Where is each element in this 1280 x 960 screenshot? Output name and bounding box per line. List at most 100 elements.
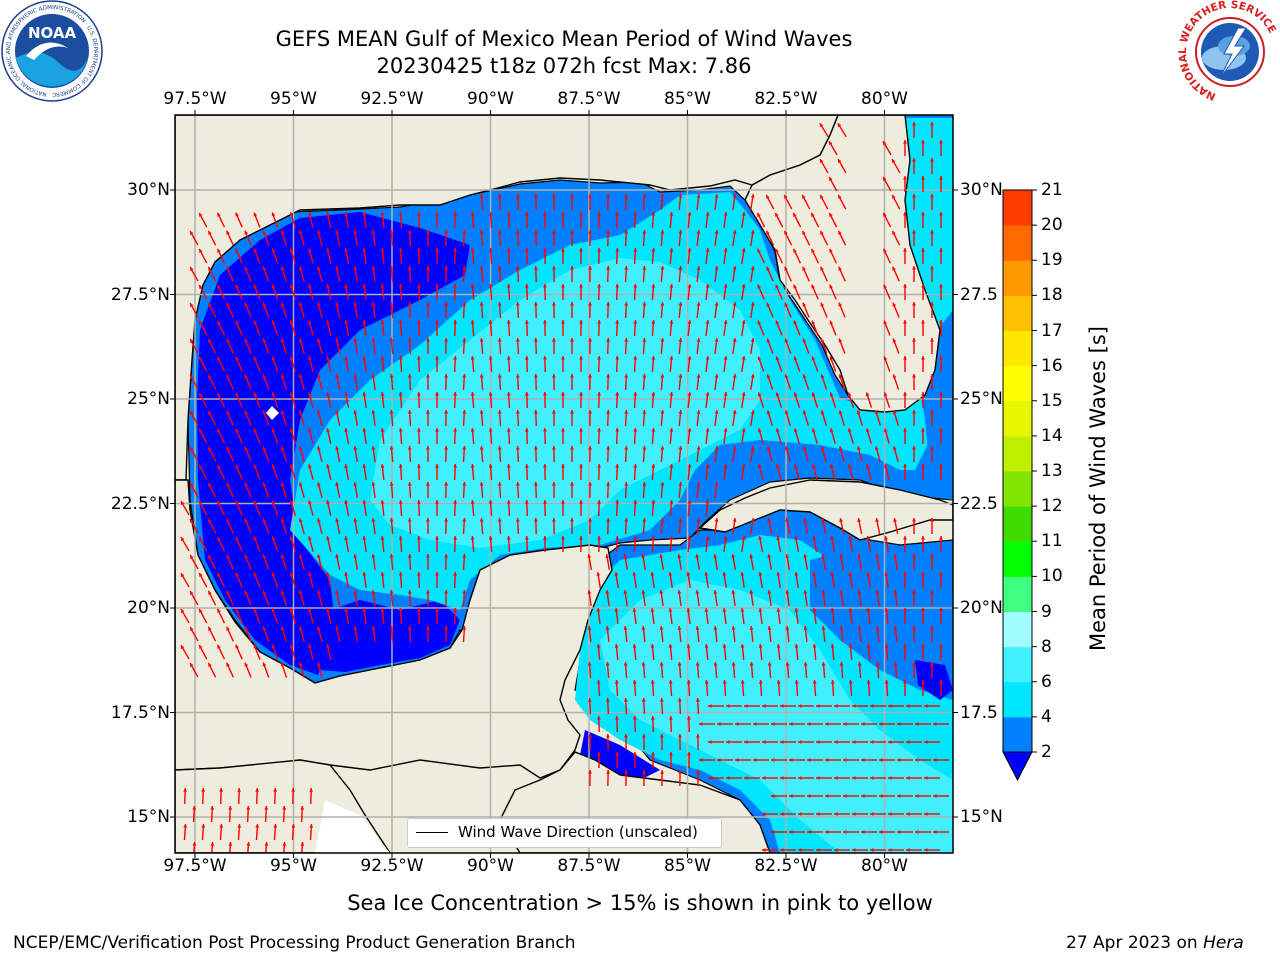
wind-direction-arrow-993 (704, 643, 709, 661)
wind-direction-arrow-148 (651, 247, 656, 265)
wind-direction-arrow-289 (307, 320, 314, 336)
wind-direction-arrow-386 (615, 355, 620, 373)
wind-direction-arrow-950 (335, 626, 341, 642)
wind-direction-arrow-1186 (870, 812, 886, 816)
wind-direction-arrow-1180 (762, 812, 778, 816)
wind-direction-arrow-1116 (615, 752, 619, 768)
colorbar-tick-15: 20 (1041, 215, 1063, 236)
wind-direction-arrow-608 (892, 446, 899, 462)
wind-direction-arrow-509 (624, 409, 629, 427)
wind-direction-arrow-225 (597, 283, 602, 301)
wind-direction-arrow-655 (226, 482, 234, 498)
wind-direction-arrow-93 (371, 229, 376, 247)
wind-direction-arrow-592 (606, 445, 611, 463)
wind-direction-arrow-215 (416, 283, 421, 301)
wind-direction-arrow-1155 (183, 787, 188, 805)
wind-direction-arrow-1157 (219, 787, 224, 805)
wind-direction-arrow-273 (732, 301, 737, 319)
wind-direction-arrow-336 (426, 337, 430, 355)
wind-direction-arrow-643 (776, 464, 782, 480)
wind-direction-arrow-425 (588, 373, 592, 391)
wind-direction-arrow-452 (362, 391, 367, 409)
wind-direction-arrow-987 (596, 643, 601, 661)
wind-direction-arrow-721 (335, 518, 341, 534)
wind-direction-arrow-955 (426, 625, 430, 643)
wind-direction-arrow-213 (380, 283, 385, 301)
wind-direction-arrow-864 (848, 571, 853, 589)
wind-direction-arrow-102 (533, 229, 538, 247)
wind-direction-arrow-1086 (789, 722, 805, 726)
wind-direction-arrow-318 (829, 320, 837, 336)
wind-direction-arrow-724 (389, 517, 394, 535)
wind-direction-arrow-1004 (903, 644, 907, 660)
wind-direction-arrow-161 (921, 248, 925, 264)
colorbar-segment-1 (1003, 681, 1032, 718)
wind-direction-arrow-457 (453, 391, 458, 409)
wind-direction-arrow-550 (615, 427, 620, 445)
wind-direction-arrow-554 (687, 427, 692, 445)
wind-direction-arrow-876 (298, 590, 305, 606)
wind-direction-arrow-1095 (588, 733, 592, 751)
wind-direction-arrow-521 (838, 410, 846, 426)
wind-direction-arrow-616 (289, 464, 297, 480)
wind-direction-arrow-1063 (726, 704, 742, 708)
wind-direction-arrow-579 (371, 445, 376, 463)
wind-direction-arrow-1025 (767, 661, 772, 679)
central-gulf-period-6-8 (370, 258, 760, 548)
wind-direction-arrow-1049 (848, 679, 853, 697)
wind-direction-arrow-1183 (816, 812, 832, 816)
wind-direction-arrow-1016 (605, 661, 610, 679)
wind-direction-arrow-762 (307, 536, 314, 552)
wind-direction-arrow-78 (828, 212, 838, 228)
wind-direction-arrow-605 (838, 446, 845, 462)
wind-direction-arrow-1069 (834, 704, 850, 708)
wind-direction-arrow-14 (828, 176, 838, 192)
lat-tick-right-2: 25°N (960, 389, 1003, 409)
wind-direction-arrow-205 (235, 284, 243, 300)
wind-direction-arrow-797 (939, 536, 943, 552)
wind-direction-arrow-538 (398, 427, 403, 445)
wind-direction-arrow-368 (289, 356, 297, 372)
wind-direction-arrow-622 (398, 463, 403, 481)
wind-direction-arrow-321 (921, 320, 925, 336)
lat-tick-right-0: 30°N (960, 180, 1003, 200)
wind-direction-arrow-1039 (668, 679, 673, 697)
wind-direction-arrow-167 (262, 266, 270, 282)
wind-direction-arrow-790 (812, 536, 818, 552)
wind-direction-arrow-835 (198, 572, 208, 588)
colorbar-tick-13: 18 (1041, 285, 1063, 306)
wind-direction-arrow-773 (506, 535, 511, 553)
wind-direction-arrow-196 (784, 266, 792, 282)
wind-direction-arrow-599 (732, 445, 737, 463)
map-legend: Wind Wave Direction (unscaled) (407, 818, 722, 848)
wind-direction-arrow-372 (362, 355, 367, 373)
wind-direction-arrow-1156 (201, 787, 206, 805)
wind-direction-arrow-51 (344, 212, 350, 228)
wind-direction-arrow-83 (189, 230, 199, 246)
wind-direction-arrow-1066 (780, 704, 796, 708)
wind-direction-arrow-20 (497, 193, 502, 211)
wind-direction-arrow-1118 (651, 752, 655, 768)
wind-direction-arrow-837 (235, 572, 243, 588)
wind-direction-arrow-994 (722, 643, 727, 661)
wind-direction-arrow-143 (561, 247, 565, 265)
wind-direction-arrow-121 (912, 230, 916, 246)
footer-date: 27 Apr 2023 on Hera (1066, 933, 1244, 953)
wind-direction-arrow-395 (775, 356, 783, 372)
wind-direction-arrow-1122 (717, 758, 733, 762)
wind-direction-arrow-130 (326, 248, 332, 264)
wind-direction-arrow-444 (216, 392, 226, 408)
wind-direction-arrow-1007 (189, 662, 199, 678)
wind-direction-arrow-460 (506, 391, 511, 409)
wind-direction-arrow-923 (614, 607, 619, 625)
svg-text:NOAA: NOAA (28, 24, 77, 42)
wind-direction-arrow-1075 (596, 715, 601, 733)
wind-direction-arrow-772 (488, 535, 493, 553)
wind-direction-arrow-804 (298, 554, 305, 570)
wind-direction-arrow-323 (189, 338, 199, 354)
wind-direction-arrow-393 (741, 355, 746, 373)
wind-direction-arrow-181 (515, 265, 520, 283)
wind-direction-arrow-209 (307, 284, 314, 300)
wind-direction-arrow-246 (244, 302, 252, 318)
wind-direction-arrow-814 (587, 553, 593, 571)
